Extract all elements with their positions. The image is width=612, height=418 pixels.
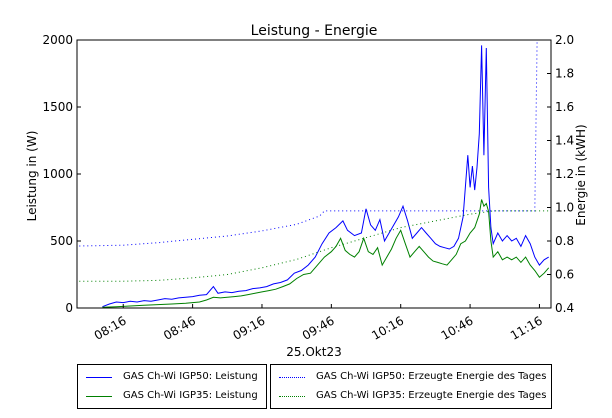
legend-left: GAS Ch-Wi IGP50: Leistung GAS Ch-Wi IGP3… [77,364,267,409]
y-left-tick-label: 1000 [42,167,73,181]
y-left-tick-label: 500 [50,234,73,248]
x-tick-label: 09:16 [231,313,268,342]
x-axis-label: 25.Okt23 [286,345,341,359]
y-right-tick-label: 0.8 [555,234,574,248]
y-right-tick-label: 1.0 [555,201,574,215]
axes: 0 500 1000 1500 2000 0.4 0.6 0.8 1.0 1.2 1.4 1.6 1.8… [42,33,574,343]
legend-label: GAS Ch-Wi IGP35: Leistung [123,390,258,401]
legend-swatch-blue-dotted [279,377,305,378]
y-left-tick-label: 2000 [42,33,73,47]
legend-swatch-blue-solid [86,377,112,378]
legend-entry-igp35-energy: GAS Ch-Wi IGP35: Erzeugte Energie des Ta… [271,389,551,405]
x-tick-label: 08:46 [161,313,198,342]
x-tick-label: 09:46 [300,313,337,342]
series-line-3 [79,210,549,282]
y-right-tick-label: 1.6 [555,100,574,114]
y-right-tick-label: 1.4 [555,134,574,148]
legend-swatch-green-dotted [279,396,305,397]
x-tick-label: 08:16 [92,313,129,342]
y-right-tick-label: 2.0 [555,33,574,47]
x-tick-label: 10:46 [439,313,476,342]
y-left-tick-label: 1500 [42,100,73,114]
plot-frame [76,39,552,309]
legend-right: GAS Ch-Wi IGP50: Erzeugte Energie des Ta… [270,364,552,409]
y-axis-left-label: Leistung in (W) [25,131,39,222]
y-right-tick-label: 1.2 [555,167,574,181]
chart-title: Leistung - Energie [251,23,378,39]
x-tick-label: 10:16 [369,313,406,342]
legend-entry-igp35-power: GAS Ch-Wi IGP35: Leistung [78,389,266,405]
legend-swatch-green-solid [86,396,112,397]
legend-label: GAS Ch-Wi IGP50: Leistung [123,371,258,382]
y-right-tick-label: 1.8 [555,67,574,81]
y-right-tick-label: 0.6 [555,268,574,282]
legend-label: GAS Ch-Wi IGP50: Erzeugte Energie des Ta… [316,371,547,382]
legend-entry-igp50-energy: GAS Ch-Wi IGP50: Erzeugte Energie des Ta… [271,370,551,386]
y-left-tick-label: 0 [65,301,73,315]
series-line-0 [102,45,549,308]
y-right-tick-label: 0.4 [555,301,574,315]
x-tick-label: 11:16 [508,313,545,342]
legend-entry-igp50-power: GAS Ch-Wi IGP50: Leistung [78,370,266,386]
series-line-1 [102,199,550,308]
legend-label: GAS Ch-Wi IGP35: Erzeugte Energie des Ta… [316,390,547,401]
y-axis-right-label: Energie in (kWH) [574,124,588,225]
plot-area [79,39,550,308]
